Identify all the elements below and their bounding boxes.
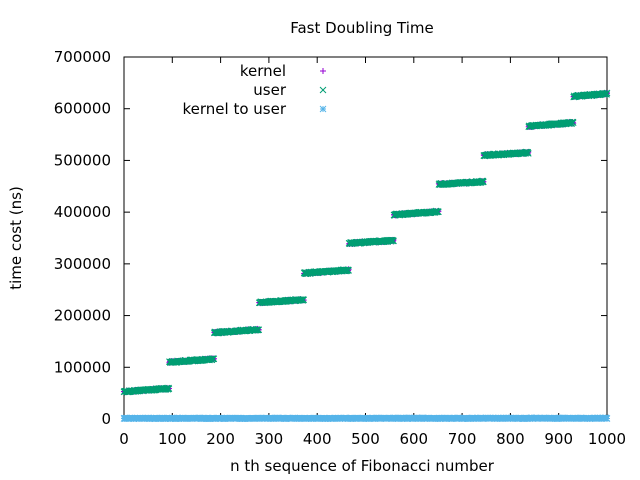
x-tick-label: 500 [351,430,380,448]
series-layer [120,89,611,423]
x-axis: 0 100 200 300 400 500 600 700 800 900 1000 [119,57,626,448]
data-point [255,326,263,334]
marker-stroke [165,385,173,393]
y-tick-label: 100000 [54,358,111,376]
y-tick-label: 600000 [54,100,111,118]
x-tick-label: 300 [255,430,284,448]
x-tick-label: 600 [399,430,428,448]
chart-title: Fast Doubling Time [290,19,434,37]
marker-stroke [210,355,218,363]
x-tick-label: 1000 [588,430,626,448]
data-point [165,385,173,393]
x-tick-label: 200 [206,430,235,448]
x-tick-label: 0 [119,430,129,448]
x-tick-label: 100 [158,430,187,448]
data-point [300,296,308,304]
y-tick-label: 0 [101,410,111,428]
marker-stroke [255,326,263,334]
series-user [120,89,611,396]
y-tick-label: 700000 [54,48,111,66]
x-tick-label: 800 [496,430,525,448]
data-point [210,355,218,363]
y-tick-label: 500000 [54,151,111,169]
y-tick-label: 400000 [54,203,111,221]
y-tick-label: 200000 [54,307,111,325]
marker-stroke [300,296,308,304]
x-tick-label: 400 [303,430,332,448]
y-axis: 0 100000 200000 300000 400000 500000 600000 700… [54,48,607,428]
x-tick-label: 700 [448,430,477,448]
y-tick-label: 300000 [54,255,111,273]
x-tick-label: 900 [544,430,573,448]
